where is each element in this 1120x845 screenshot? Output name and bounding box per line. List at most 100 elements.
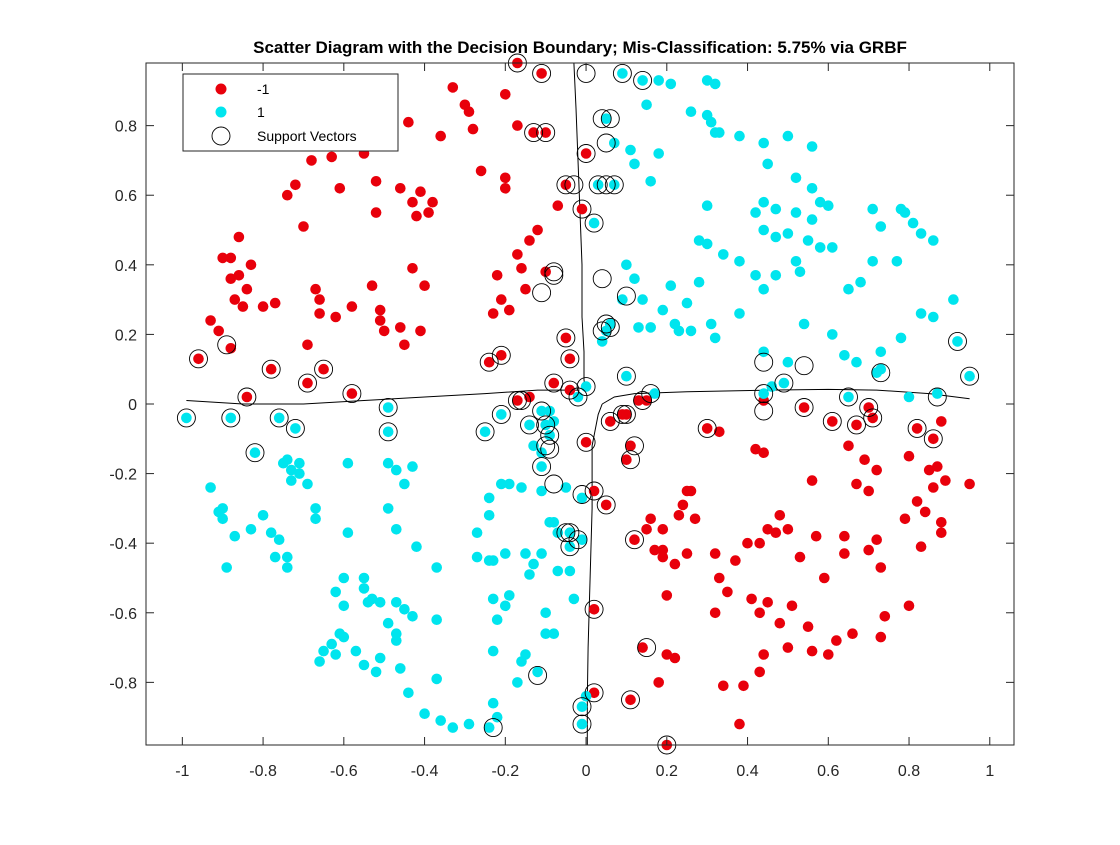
point-neg — [241, 283, 253, 295]
support-vector-marker — [822, 411, 842, 431]
support-vector-marker — [637, 638, 657, 658]
point-pos — [843, 283, 854, 295]
point-neg — [500, 172, 511, 184]
point-pos — [245, 524, 257, 535]
point-neg — [233, 231, 245, 243]
point-pos — [641, 99, 652, 111]
point-neg — [754, 607, 765, 619]
point-neg — [839, 530, 850, 542]
point-neg — [903, 450, 915, 462]
support-vector-marker — [544, 265, 564, 285]
point-neg — [641, 524, 652, 535]
point-pos — [536, 461, 547, 472]
support-vector-marker — [189, 349, 208, 369]
support-vector-marker — [540, 439, 560, 459]
point-neg — [774, 510, 786, 521]
y-tick-label: -0.2 — [109, 467, 137, 484]
point-pos — [278, 457, 289, 469]
support-vector-marker — [544, 373, 564, 393]
y-tick-label: -0.6 — [109, 606, 137, 623]
point-pos — [665, 78, 677, 90]
support-vector-marker — [532, 401, 552, 421]
point-pos — [536, 548, 547, 559]
point-pos — [592, 179, 604, 191]
point-pos — [758, 224, 769, 236]
point-pos — [282, 551, 293, 563]
point-pos — [382, 402, 394, 413]
support-vector-marker — [491, 404, 511, 424]
point-neg — [520, 283, 531, 295]
x-tick-label: -0.2 — [492, 763, 520, 780]
point-neg — [863, 485, 874, 497]
point-pos — [734, 255, 745, 267]
point-pos — [802, 235, 814, 246]
support-vector-marker — [621, 690, 640, 710]
point-neg — [524, 235, 535, 246]
point-pos — [814, 196, 826, 208]
point-pos — [653, 75, 664, 86]
point-pos — [496, 478, 507, 490]
point-pos — [391, 635, 402, 646]
support-vector-marker — [237, 387, 257, 407]
point-neg — [237, 301, 249, 312]
support-vector-marker — [596, 175, 616, 195]
point-pos — [798, 318, 810, 330]
support-vector-marker — [600, 109, 620, 129]
point-pos — [899, 207, 911, 218]
point-pos — [964, 370, 975, 382]
support-vector-marker — [285, 418, 305, 438]
support-vectors — [176, 53, 980, 755]
point-pos — [391, 524, 402, 535]
point-pos — [483, 555, 495, 566]
point-neg — [580, 437, 592, 448]
point-neg — [366, 280, 378, 292]
legend-label-pos: 1 — [257, 104, 265, 120]
point-neg — [936, 527, 947, 538]
point-pos — [399, 478, 410, 490]
support-vector-marker — [560, 523, 580, 543]
point-neg — [831, 635, 842, 646]
support-vector-marker — [560, 537, 580, 557]
support-vector-marker — [584, 599, 604, 619]
legend-marker-pos — [215, 106, 227, 118]
point-neg — [560, 332, 572, 344]
point-pos — [758, 346, 769, 358]
point-neg — [225, 273, 237, 285]
point-pos — [504, 478, 515, 490]
point-pos — [790, 207, 802, 218]
point-pos — [823, 200, 834, 211]
point-neg — [915, 541, 927, 552]
support-vector-marker — [625, 436, 644, 456]
point-neg — [564, 384, 576, 396]
point-neg — [395, 322, 406, 333]
point-pos — [625, 144, 636, 156]
point-pos — [867, 203, 878, 215]
point-neg — [588, 604, 600, 615]
point-neg — [370, 207, 382, 218]
point-pos — [839, 350, 850, 361]
boundary-vertical-top — [573, 62, 586, 391]
point-pos — [827, 329, 838, 340]
point-pos — [770, 203, 782, 215]
point-pos — [314, 656, 325, 667]
point-pos — [290, 423, 301, 434]
support-vector-marker — [754, 384, 774, 404]
point-neg — [919, 506, 931, 518]
point-neg — [374, 315, 386, 326]
point-neg — [298, 221, 309, 232]
point-pos — [382, 457, 394, 469]
point-pos — [286, 475, 297, 486]
point-pos — [407, 461, 418, 472]
point-neg — [310, 283, 321, 295]
support-vector-marker — [863, 408, 883, 428]
point-neg — [512, 120, 523, 131]
support-vector-marker — [641, 384, 661, 404]
point-pos — [609, 137, 620, 149]
point-neg — [806, 645, 818, 657]
point-neg — [863, 402, 874, 413]
x-tick-label: 0.6 — [817, 763, 839, 780]
support-vector-marker — [342, 384, 362, 404]
point-pos — [326, 638, 338, 650]
point-pos — [524, 569, 535, 580]
support-vector-marker — [612, 63, 632, 83]
